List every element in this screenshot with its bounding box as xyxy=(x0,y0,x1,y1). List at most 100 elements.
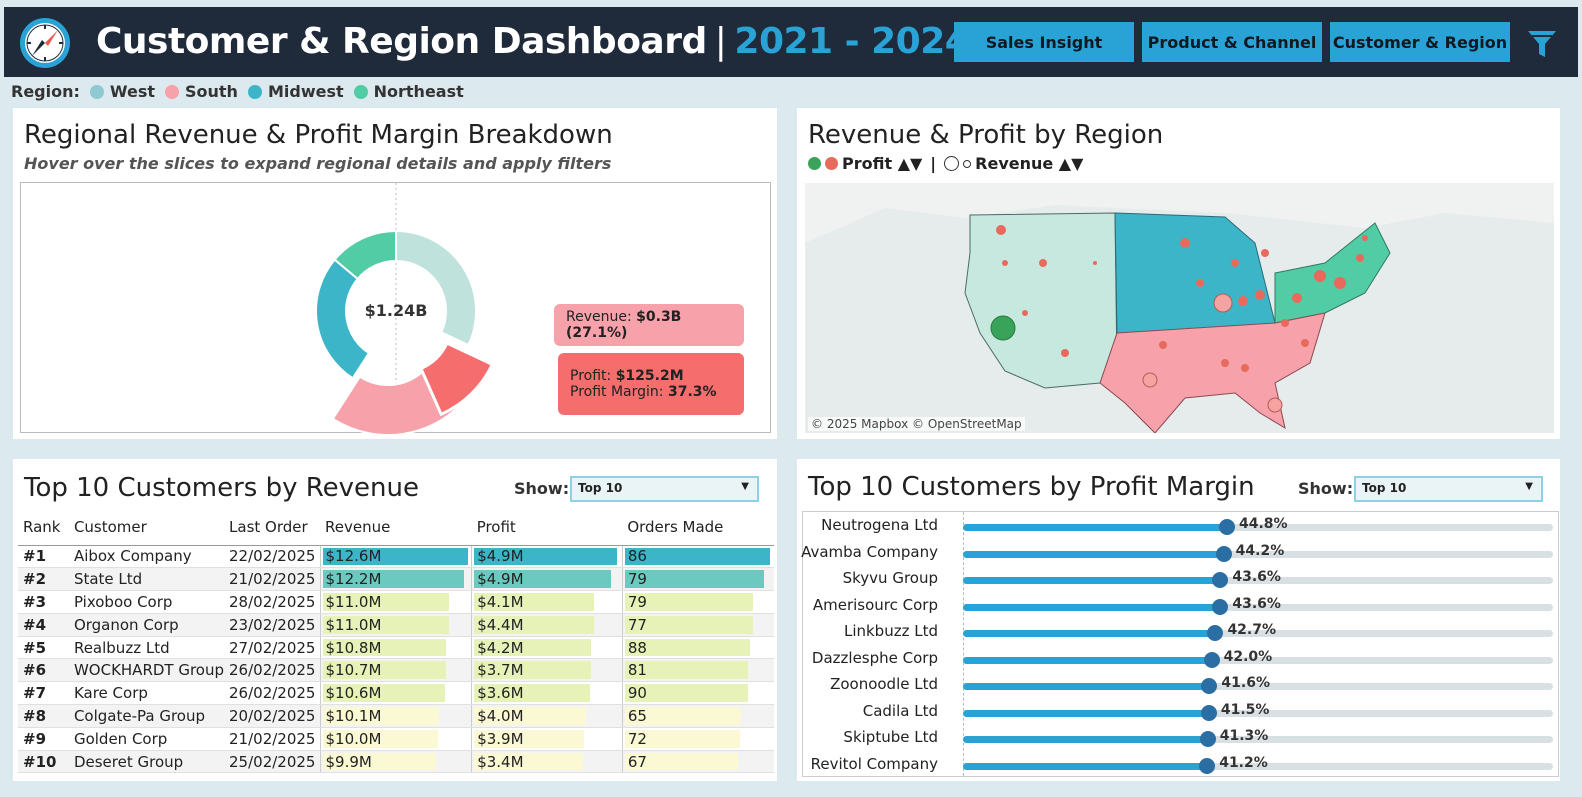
tooltip-profit-value: $125.2M xyxy=(615,368,684,384)
margin-customer-label: Skyvu Group xyxy=(842,569,938,587)
donut-center-value: $1.24B xyxy=(364,301,428,320)
margin-row[interactable]: Skiptube Ltd 41.3% xyxy=(803,725,1560,751)
margin-row[interactable]: Neutrogena Ltd 44.8% xyxy=(803,513,1560,539)
revenue-bar xyxy=(322,661,446,680)
regional-breakdown-subtitle: Hover over the slices to expand regional… xyxy=(24,154,612,173)
table-row[interactable]: #2 State Ltd 21/02/2025 $12.2M $4.9M 79 xyxy=(18,567,774,592)
margin-point[interactable] xyxy=(1215,545,1232,562)
nav-product-channel-button[interactable]: Product & Channel xyxy=(1142,22,1322,62)
donut-slice-west[interactable] xyxy=(395,229,477,347)
col-customer[interactable]: Customer xyxy=(68,509,225,546)
revenue-topn-select[interactable]: Top 10 ▼ xyxy=(570,476,759,502)
customer-cell: Organon Corp xyxy=(68,613,225,637)
margin-customer-label: Cadila Ltd xyxy=(862,701,938,720)
revenue-cell: $11.0M xyxy=(319,590,472,614)
customer-cell: State Ltd xyxy=(68,567,225,592)
margin-point[interactable] xyxy=(1203,651,1220,668)
margin-point[interactable] xyxy=(1218,519,1235,535)
region-legend-west[interactable]: West xyxy=(109,82,155,101)
donut-slice-northeast[interactable] xyxy=(333,229,397,281)
dashboard-years: 2021 - 2024 xyxy=(734,21,970,62)
orders-bar xyxy=(624,547,770,566)
table-row[interactable]: #6 WOCKHARDT Group 26/02/2025 $10.7M $3.7M 81 xyxy=(18,658,774,683)
margin-point[interactable] xyxy=(1212,572,1229,588)
region-legend-northeast[interactable]: Northeast xyxy=(373,82,464,101)
table-row[interactable]: #8 Colgate-Pa Group 20/02/2025 $10.1M $4.0M 6… xyxy=(18,704,774,728)
customer-cell: Pixoboo Corp xyxy=(68,590,225,614)
map-legend-revenue: Revenue ▲▼ xyxy=(975,154,1084,173)
map-attribution[interactable]: © 2025 Mapbox © OpenStreetMap xyxy=(808,417,1025,431)
margin-row[interactable]: Cadila Ltd 41.5% xyxy=(803,699,1560,725)
profit-value: $3.9M xyxy=(477,729,524,748)
nav-sales-insight-button[interactable]: Sales Insight xyxy=(954,22,1134,62)
last-order-cell: 21/02/2025 xyxy=(224,567,320,592)
profit-cell: $4.4M xyxy=(471,613,623,637)
col-revenue[interactable]: Revenue xyxy=(320,509,472,546)
dashboard-title: Customer & Region Dashboard | 2021 - 2024 xyxy=(96,21,970,62)
margin-point[interactable] xyxy=(1199,757,1216,774)
margin-point[interactable] xyxy=(1199,731,1216,747)
profit-value: $4.4M xyxy=(477,615,524,634)
margin-value-label: 43.6% xyxy=(1232,595,1281,612)
table-row[interactable]: #1 Aibox Company 22/02/2025 $12.6M $4.9M 86 xyxy=(18,545,774,569)
table-row[interactable]: #5 Realbuzz Ltd 27/02/2025 $10.8M $4.2M 88 xyxy=(18,636,774,660)
margin-row[interactable]: Revitol Company 41.2% xyxy=(803,752,1560,778)
filter-icon[interactable] xyxy=(1526,28,1558,60)
margin-row[interactable]: Zoonoodle Ltd 41.6% xyxy=(803,672,1560,698)
revenue-cell: $9.9M xyxy=(319,750,472,774)
margin-point[interactable] xyxy=(1200,704,1217,721)
margin-point[interactable] xyxy=(1201,678,1218,694)
margin-track xyxy=(963,577,1553,584)
last-order-cell: 23/02/2025 xyxy=(224,613,320,637)
us-region-map[interactable]: © 2025 Mapbox © OpenStreetMap xyxy=(805,183,1554,433)
profit-cell: $4.1M xyxy=(471,590,623,614)
margin-topn-select[interactable]: Top 10 ▼ xyxy=(1354,476,1543,502)
col-rank[interactable]: Rank xyxy=(18,509,69,546)
profit-cell: $3.4M xyxy=(471,750,623,774)
margin-row[interactable]: Linkbuzz Ltd 42.7% xyxy=(803,619,1560,645)
orders-bar xyxy=(624,707,741,725)
margin-customer-label: Neutrogena Ltd xyxy=(821,516,938,534)
table-row[interactable]: #10 Deseret Group 25/02/2025 $9.9M $3.4M 67 xyxy=(18,750,774,774)
donut-chart[interactable] xyxy=(21,183,772,434)
table-row[interactable]: #4 Organon Corp 23/02/2025 $11.0M $4.4M 77 xyxy=(18,613,774,637)
margin-bar xyxy=(963,709,1209,717)
region-legend-midwest[interactable]: Midwest xyxy=(267,82,344,101)
revenue-tooltip: Revenue: $0.3B (27.1%) xyxy=(554,304,744,346)
margin-point[interactable] xyxy=(1212,598,1229,615)
orders-bar xyxy=(624,638,750,657)
margin-point[interactable] xyxy=(1207,625,1224,641)
margin-topn-value: Top 10 xyxy=(1362,481,1407,495)
table-row[interactable]: #3 Pixoboo Corp 28/02/2025 $11.0M $4.1M 79 xyxy=(18,590,774,614)
customer-cell: Deseret Group xyxy=(68,750,225,774)
revenue-bar xyxy=(322,547,468,566)
table-row[interactable]: #9 Golden Corp 21/02/2025 $10.0M $3.9M 72 xyxy=(18,727,774,751)
profit-value: $4.9M xyxy=(477,547,524,566)
col-profit[interactable]: Profit xyxy=(471,509,623,546)
margin-lollipop-chart[interactable]: Neutrogena Ltd 44.8% Avamba Company 44.2% Sk… xyxy=(801,511,1560,778)
margin-customer-label: Zoonoodle Ltd xyxy=(830,675,938,693)
orders-value: 79 xyxy=(627,592,647,611)
orders-cell: 72 xyxy=(621,727,774,751)
last-order-cell: 26/02/2025 xyxy=(224,681,320,706)
margin-row[interactable]: Skyvu Group 43.6% xyxy=(803,566,1560,592)
revenue-small-swatch xyxy=(963,159,972,168)
margin-value-label: 44.8% xyxy=(1238,516,1288,532)
orders-value: 88 xyxy=(627,638,647,657)
donut-slice-south-profit[interactable] xyxy=(419,341,495,417)
table-row[interactable]: #7 Kare Corp 26/02/2025 $10.6M $3.6M 90 xyxy=(18,681,774,706)
last-order-cell: 28/02/2025 xyxy=(224,590,320,614)
col-orders[interactable]: Orders Made xyxy=(622,509,774,546)
region-legend-south[interactable]: South xyxy=(185,82,238,101)
nav-customer-region-button[interactable]: Customer & Region xyxy=(1330,22,1510,62)
col-last-order[interactable]: Last Order xyxy=(224,509,320,546)
margin-row[interactable]: Amerisourc Corp 43.6% xyxy=(803,593,1560,619)
margin-row[interactable]: Avamba Company 44.2% xyxy=(801,540,1560,566)
dashboard-title-text: Customer & Region Dashboard xyxy=(96,21,707,62)
rank-cell: #4 xyxy=(18,613,69,637)
orders-bar xyxy=(624,570,764,589)
margin-value-label: 41.2% xyxy=(1219,754,1268,771)
margin-row[interactable]: Dazzlesphe Corp 42.0% xyxy=(803,646,1560,672)
map-legend-profit: Profit ▲▼ xyxy=(842,154,923,173)
customer-cell: WOCKHARDT Group xyxy=(68,658,225,683)
